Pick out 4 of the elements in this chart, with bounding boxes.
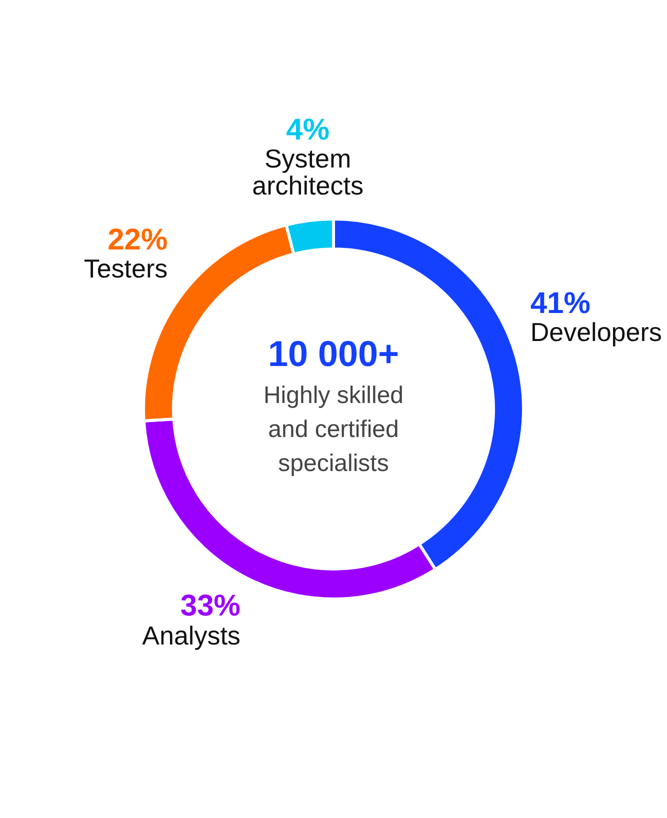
text: 10 000+ <box>268 333 400 374</box>
data-label: 33% <box>180 590 240 623</box>
text: Highly skilled and certified specialists <box>263 382 404 477</box>
slice-label: Analysts <box>142 620 240 651</box>
